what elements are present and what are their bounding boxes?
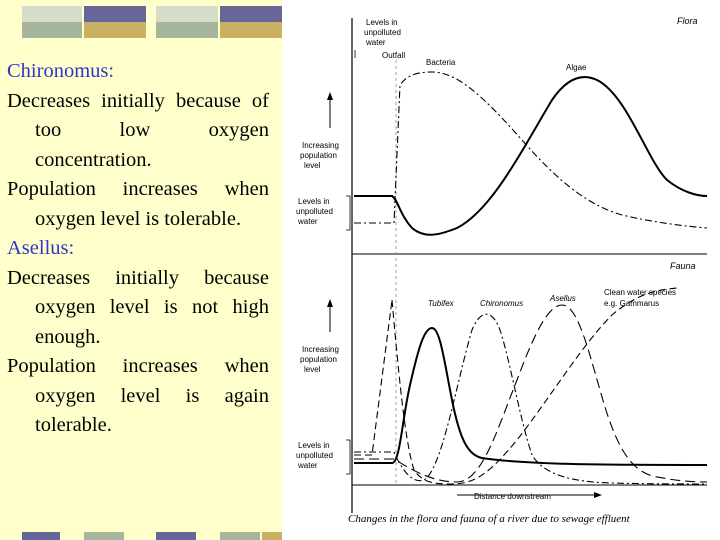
levels-bracket [346, 439, 351, 475]
algae-curve [354, 76, 708, 236]
chironomus-curve [354, 313, 708, 485]
decor-stripe [156, 6, 218, 22]
decor-stripe [84, 532, 124, 540]
arrow-right-icon [594, 492, 602, 498]
flora-title: Flora [677, 16, 698, 26]
tubifex-curve [354, 326, 708, 466]
decor-stripe [220, 532, 260, 540]
decor-stripe [220, 22, 282, 38]
clean-water-label-2: e.g. Gammarus [604, 299, 659, 308]
bacteria-curve [354, 71, 708, 229]
chironomus-paragraph-1: Decreases initially because of too low o… [7, 89, 269, 171]
increasing-label-2: population [300, 151, 337, 160]
increasing-label-2: population [300, 355, 337, 364]
outfall-label: Outfall [382, 51, 405, 60]
decor-stripe [262, 532, 282, 540]
unpolluted-top-label-1: Levels in [366, 18, 398, 27]
distance-label: Distance downstream [474, 492, 551, 501]
clean-water-species-curve [354, 287, 678, 485]
increasing-label-3: level [304, 365, 321, 374]
decor-stripe [156, 22, 218, 38]
decor-stripe [156, 532, 196, 540]
levels-label-3: water [297, 217, 318, 226]
chironomus-paragraph-2: Population increases when oxygen level i… [7, 178, 269, 230]
clean-water-label-1: Clean water species [604, 288, 676, 297]
levels-bracket [346, 195, 351, 231]
increasing-label-1: Increasing [302, 345, 339, 354]
algae-label: Algae [566, 63, 587, 72]
decor-stripe [22, 22, 82, 38]
levels-label-3: water [297, 461, 318, 470]
unpolluted-top-label-3: water [365, 38, 386, 47]
asellus-heading: Asellus: [7, 237, 75, 259]
levels-label-1: Levels in [298, 197, 330, 206]
asellus-paragraph-2: Population increases when oxygen level i… [7, 355, 269, 436]
increasing-label-1: Increasing [302, 141, 339, 150]
river-pollution-figure: Flora Levels in unpolluted water Outfall… [296, 16, 708, 525]
figure-caption: Changes in the flora and fauna of a rive… [348, 513, 631, 525]
decor-stripe [220, 6, 282, 22]
fauna-title: Fauna [670, 261, 696, 271]
tubifex-label: Tubifex [428, 299, 455, 308]
decor-stripe [84, 6, 146, 22]
decor-stripe [22, 532, 60, 540]
slide-text: Chironomus: Decreases initially because … [7, 57, 269, 441]
arrow-up-icon [327, 92, 333, 100]
text-panel: Chironomus: Decreases initially because … [0, 0, 282, 540]
asellus-curve [354, 304, 708, 483]
levels-label-2: unpolluted [296, 451, 333, 460]
unpolluted-top-label-2: unpolluted [364, 28, 401, 37]
bacteria-label: Bacteria [426, 58, 456, 67]
chironomus-label: Chironomus [480, 299, 523, 308]
increasing-label-3: level [304, 161, 321, 170]
chironomus-heading: Chironomus: [7, 60, 115, 82]
decor-stripe [84, 22, 146, 38]
asellus-label: Asellus [549, 294, 576, 303]
decor-stripe [22, 6, 82, 22]
levels-label-2: unpolluted [296, 207, 333, 216]
arrow-up-icon [327, 299, 333, 307]
levels-label-1: Levels in [298, 441, 330, 450]
asellus-paragraph-1: Decreases initially because oxygen level… [7, 266, 269, 348]
